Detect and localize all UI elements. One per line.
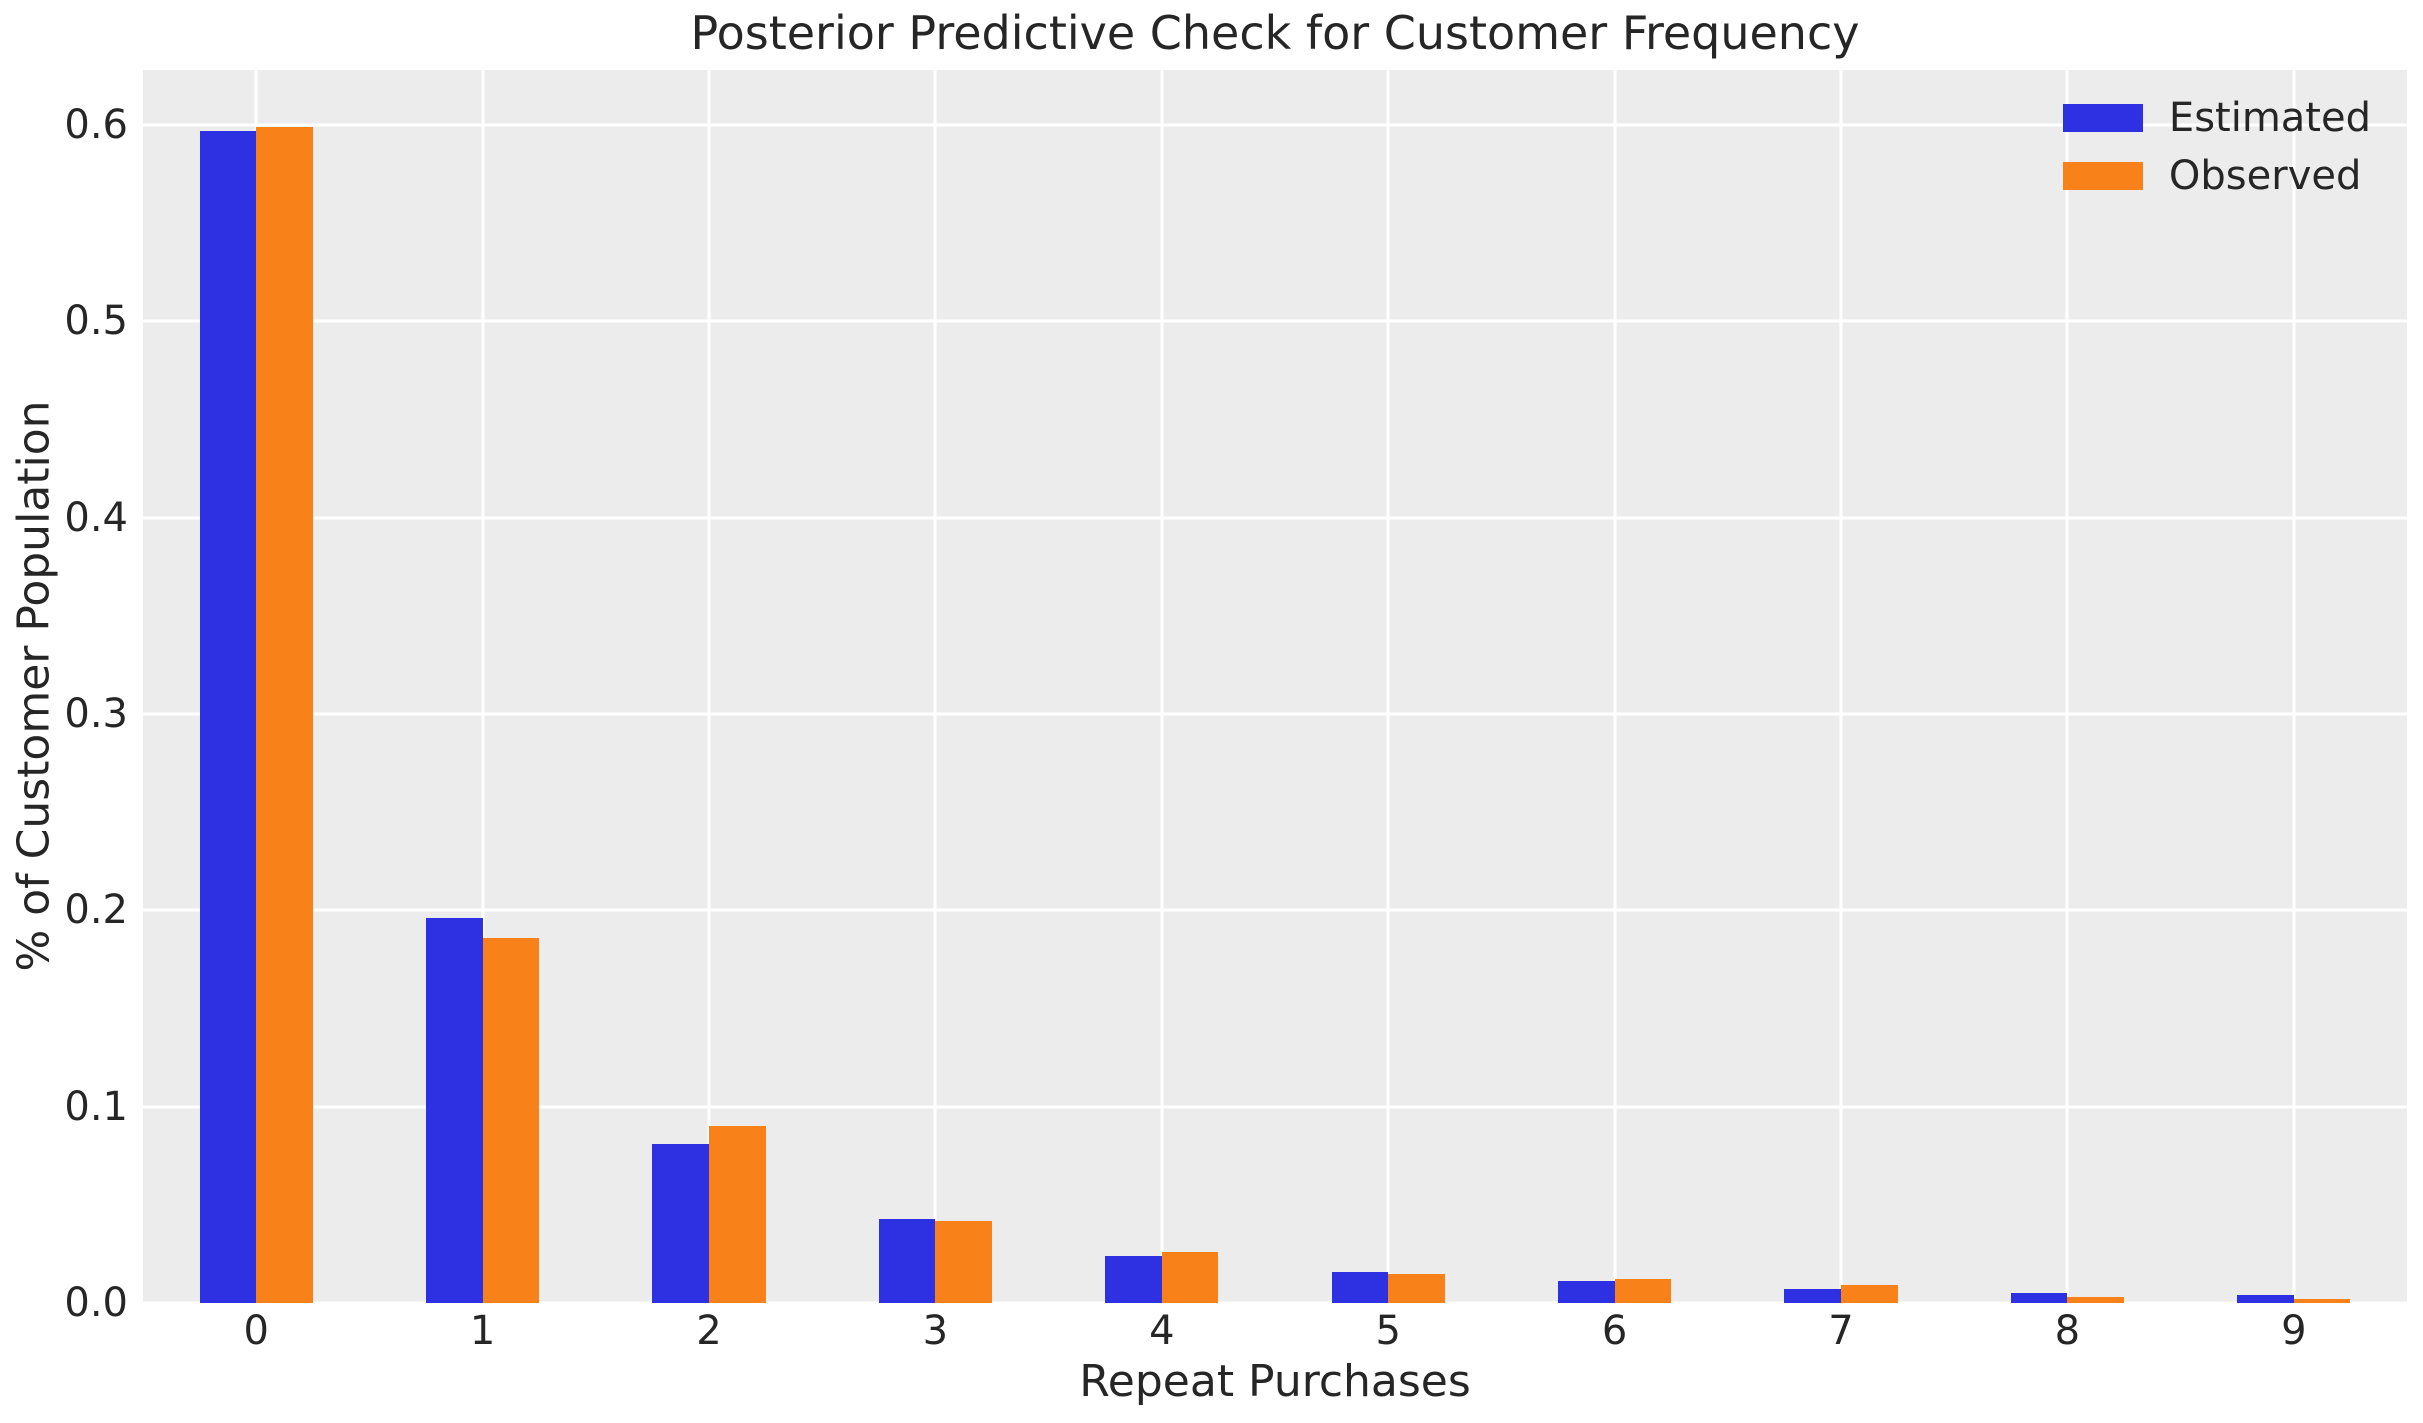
y-tick-label: 0.3 (64, 690, 128, 737)
gridline-horizontal (143, 123, 2407, 127)
gridline-horizontal (143, 516, 2407, 520)
bar-estimated-0 (199, 130, 257, 1303)
x-tick-label: 0 (243, 1308, 269, 1354)
x-tick-label: 6 (1601, 1308, 1628, 1354)
bar-estimated-6 (1558, 1281, 1615, 1303)
x-tick-label: 9 (2281, 1308, 2307, 1354)
gridline-vertical (2065, 70, 2069, 1303)
bar-estimated-8 (2010, 1293, 2068, 1303)
bar-observed-6 (1614, 1279, 1672, 1303)
x-axis-label: Repeat Purchases (1079, 1356, 1471, 1407)
bar-observed-3 (935, 1220, 992, 1303)
bar-estimated-9 (2237, 1295, 2294, 1303)
bar-estimated-3 (878, 1218, 936, 1303)
gridline-vertical (707, 70, 711, 1303)
gridline-horizontal (143, 712, 2407, 716)
x-tick-label: 2 (696, 1308, 722, 1354)
legend: Estimated Observed (2062, 95, 2371, 199)
gridline-horizontal (143, 1301, 2407, 1303)
y-tick-label: 0.0 (64, 1280, 128, 1326)
legend-label-observed: Observed (2168, 153, 2362, 199)
chart-title: Posterior Predictive Check for Customer … (690, 6, 1860, 60)
bar-observed-2 (709, 1126, 766, 1303)
legend-label-estimated: Estimated (2168, 95, 2371, 141)
bar-observed-0 (256, 126, 313, 1303)
bar-observed-8 (2067, 1297, 2124, 1303)
gridline-horizontal (143, 319, 2407, 323)
bar-observed-5 (1388, 1273, 1445, 1303)
bar-observed-4 (1161, 1251, 1219, 1303)
gridline-vertical (2292, 70, 2296, 1303)
gridline-vertical (1386, 70, 1390, 1303)
bar-estimated-1 (426, 918, 483, 1303)
legend-item-estimated: Estimated (2062, 95, 2371, 141)
gridline-vertical (481, 70, 485, 1303)
x-tick-label: 3 (922, 1308, 949, 1354)
y-tick-label: 0.6 (64, 101, 128, 148)
legend-item-observed: Observed (2062, 153, 2371, 199)
plot-area: Estimated Observed (143, 70, 2407, 1303)
x-axis-tick-labels: 0 1 2 3 4 5 6 7 8 9 (143, 1311, 2407, 1359)
y-tick-label: 0.4 (64, 494, 128, 541)
y-tick-label: 0.1 (64, 1083, 128, 1130)
gridline-horizontal (143, 908, 2407, 912)
gridline-horizontal (143, 1105, 2407, 1109)
y-tick-label: 0.5 (64, 298, 128, 345)
legend-swatch-estimated (2062, 104, 2143, 132)
gridline-vertical (1839, 70, 1843, 1303)
bar-estimated-2 (652, 1143, 709, 1303)
x-tick-label: 5 (1375, 1308, 1401, 1354)
x-tick-label: 8 (2054, 1308, 2081, 1354)
bar-estimated-4 (1105, 1255, 1162, 1303)
bar-estimated-7 (1784, 1289, 1841, 1303)
gridline-vertical (1160, 70, 1164, 1303)
bar-observed-7 (1841, 1285, 1898, 1303)
x-tick-label: 7 (1828, 1308, 1854, 1354)
bar-observed-9 (2293, 1299, 2351, 1303)
y-tick-label: 0.2 (64, 887, 128, 934)
y-axis-tick-labels: 0.0 0.1 0.2 0.3 0.4 0.5 0.6 (0, 70, 128, 1323)
legend-swatch-observed (2062, 162, 2143, 190)
gridline-vertical (933, 70, 937, 1303)
bar-observed-1 (482, 937, 540, 1303)
gridline-vertical (1613, 70, 1617, 1303)
x-tick-label: 1 (469, 1308, 496, 1354)
bar-estimated-5 (1331, 1271, 1389, 1303)
x-tick-label: 4 (1149, 1308, 1175, 1354)
